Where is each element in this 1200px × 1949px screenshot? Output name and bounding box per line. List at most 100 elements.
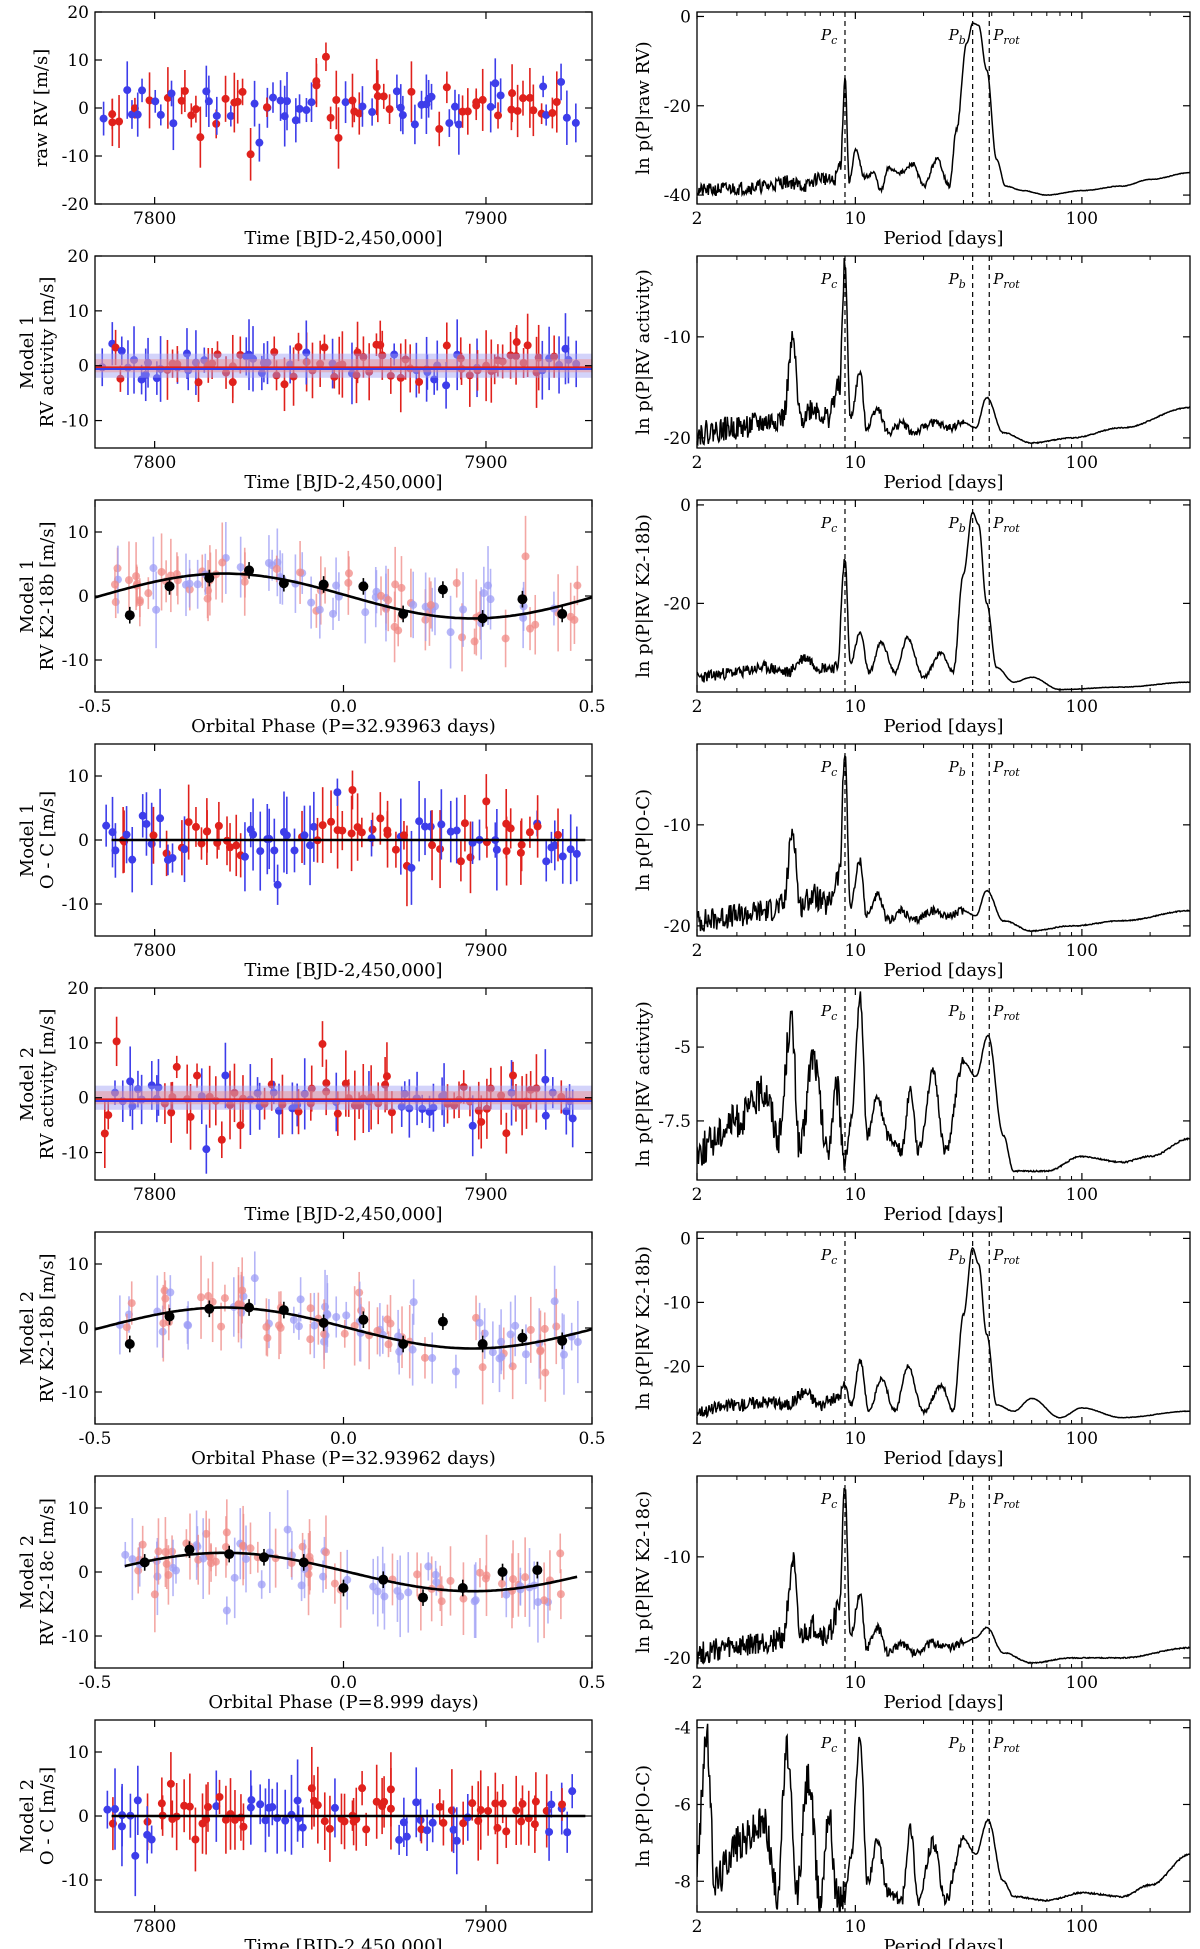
x-tick-label: -0.5	[79, 1429, 112, 1449]
plot-area	[697, 1487, 1190, 1665]
rv-point	[429, 1103, 438, 1112]
rv-point	[215, 1793, 224, 1802]
x-tick-label: 10	[845, 941, 867, 961]
axes-frame	[94, 987, 593, 1181]
rv-point	[513, 106, 522, 115]
rv-point	[124, 576, 133, 585]
y-tick-label: -10	[664, 1293, 691, 1313]
rv-point	[111, 1805, 120, 1814]
rv-point	[508, 1071, 517, 1080]
x-axis-label: Orbital Phase (P=8.999 days)	[208, 1692, 478, 1713]
x-tick-label: -0.5	[79, 697, 112, 717]
rv-point	[372, 1797, 381, 1806]
rv-point	[342, 1311, 351, 1320]
y-tick-label: -10	[62, 1144, 89, 1164]
rv-point	[427, 92, 436, 101]
x-tick-label: 0.5	[578, 1429, 605, 1449]
rv-point	[421, 822, 430, 831]
y-tick-label: -10	[62, 895, 89, 915]
rv-point	[326, 113, 335, 122]
rv-point	[208, 359, 217, 368]
rv-point	[221, 1815, 230, 1824]
rv-point	[306, 841, 315, 850]
y-tick-label: -5	[674, 1038, 691, 1058]
period-marker-label: Prot	[992, 1002, 1020, 1023]
panel-r8r: Pc Pb Prot -8 -6 -4 2 10 100 Period [days] ln p(P|…	[633, 1719, 1191, 1949]
binned-point	[437, 584, 448, 595]
panel-r3r: Pc Pb Prot -20 0 2 10 100 Period [days] ln p(P|RV…	[633, 496, 1191, 737]
period-marker-label: Prot	[992, 514, 1020, 535]
rv-point	[564, 355, 573, 364]
rv-point	[293, 1796, 302, 1805]
rv-point	[280, 380, 289, 389]
y-axis-label: ln p(P|RV K2-18b)	[633, 514, 654, 678]
rv-point	[478, 95, 487, 104]
rv-point	[396, 373, 405, 382]
rv-point	[386, 371, 395, 380]
rv-point	[197, 1293, 206, 1302]
rv-point	[407, 863, 416, 872]
rv-point	[295, 104, 304, 113]
y-tick-label: 0	[78, 1319, 89, 1339]
rv-point	[452, 826, 461, 835]
period-marker-label: Pb	[948, 26, 966, 47]
rv-point	[166, 1779, 175, 1788]
rv-point	[117, 346, 126, 355]
x-axis-label: Period [days]	[883, 716, 1003, 737]
rv-point	[541, 1368, 550, 1377]
x-tick-label: 0.0	[330, 697, 357, 717]
x-tick-label: 100	[1066, 1673, 1098, 1693]
x-axis-label: Orbital Phase (P=32.93962 days)	[191, 1448, 496, 1469]
rv-point	[517, 1817, 526, 1826]
rv-point	[297, 1581, 306, 1590]
rv-point	[327, 817, 336, 826]
rv-point	[333, 1109, 342, 1118]
rv-point	[557, 77, 566, 86]
rv-point	[484, 1806, 493, 1815]
rv-point	[384, 596, 393, 605]
rv-point	[204, 1292, 213, 1301]
panel-r2l: -10 0 10 20 7800 7900 Time [BJD-2,450,000] Mode…	[17, 247, 593, 493]
rv-point	[348, 96, 357, 105]
plot-area	[95, 1251, 592, 1405]
binned-point	[298, 1557, 309, 1568]
rv-point	[268, 93, 277, 102]
rv-point	[372, 83, 381, 92]
rv-point	[502, 1129, 511, 1138]
rv-point	[424, 1562, 433, 1571]
rv-point	[348, 785, 357, 794]
y-tick-label: 0	[78, 831, 89, 851]
rv-point	[255, 138, 264, 147]
rv-point	[397, 583, 406, 592]
rv-point	[110, 580, 119, 589]
plot-area	[95, 515, 592, 672]
rv-point	[452, 1836, 461, 1845]
x-tick-label: 7900	[464, 209, 507, 229]
binned-point	[224, 1549, 235, 1560]
rv-point	[573, 581, 582, 590]
rv-point	[518, 94, 527, 103]
y-tick-label: -10	[62, 1627, 89, 1647]
rv-point	[278, 1100, 287, 1109]
rv-point	[380, 1797, 389, 1806]
rv-point	[470, 637, 479, 646]
rv-point	[332, 1313, 341, 1322]
rv-point	[122, 830, 131, 839]
rv-point	[450, 102, 459, 111]
y-tick-label: -10	[664, 1548, 691, 1568]
rv-point	[486, 102, 495, 111]
rv-point	[340, 1329, 349, 1338]
rv-point	[128, 1555, 137, 1564]
rv-point	[386, 1804, 395, 1813]
rv-point	[138, 1540, 147, 1549]
rv-point	[482, 1571, 491, 1580]
rv-point	[173, 360, 182, 369]
rv-point	[264, 559, 273, 568]
x-tick-label: 100	[1066, 1185, 1098, 1205]
rv-point	[115, 117, 124, 126]
rv-point	[191, 105, 200, 114]
x-tick-label: 2	[692, 209, 703, 229]
rv-point	[347, 829, 356, 838]
binned-point	[378, 1574, 389, 1585]
rv-point	[542, 111, 551, 120]
